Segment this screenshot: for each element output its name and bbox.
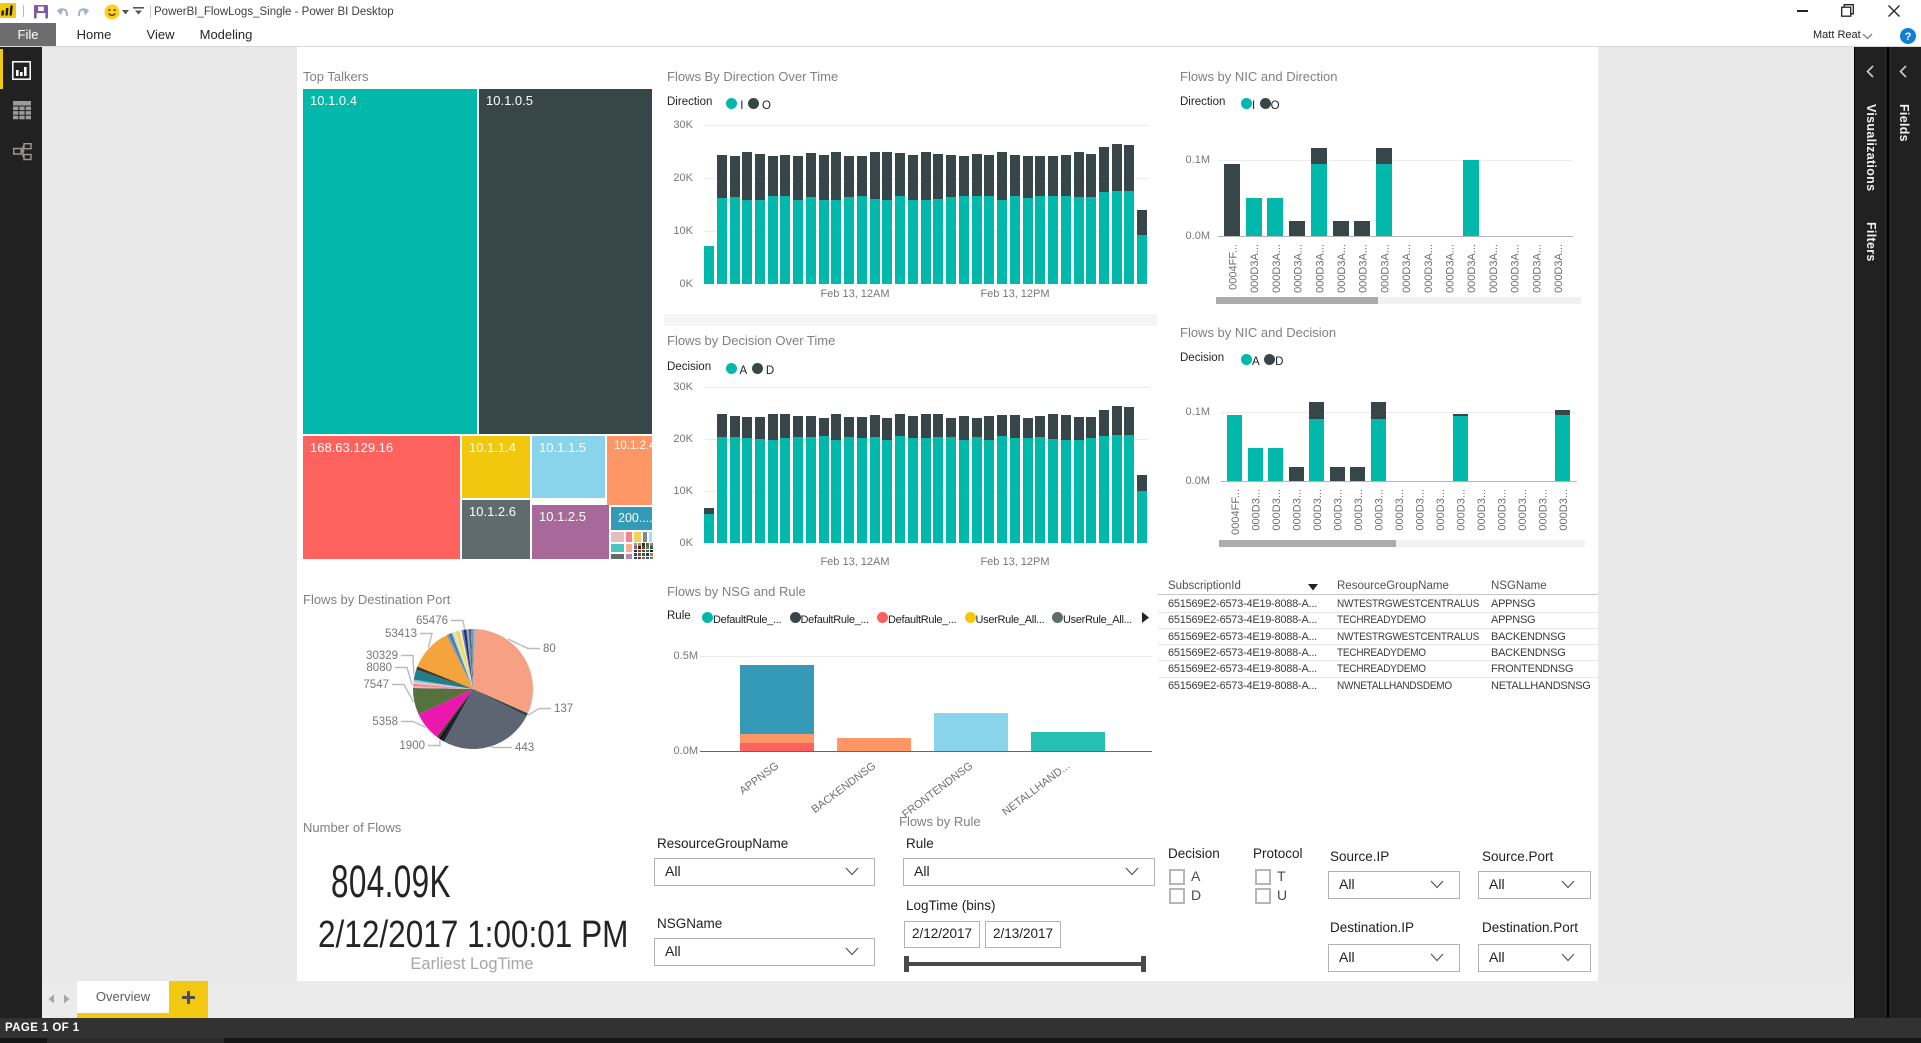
svg-text:000D3A...: 000D3A...	[1249, 244, 1261, 293]
svg-text:000D3A...: 000D3A...	[1314, 244, 1326, 293]
svg-text:000D3...: 000D3...	[1456, 489, 1468, 531]
svg-text:000D3...: 000D3...	[1312, 489, 1324, 531]
svg-text:000D3...: 000D3...	[1394, 489, 1406, 531]
svg-text:000D3...: 000D3...	[1374, 489, 1386, 531]
svg-text:000D3A...: 000D3A...	[1358, 244, 1370, 293]
svg-text:000D3A...: 000D3A...	[1510, 244, 1522, 293]
svg-text:000D3...: 000D3...	[1476, 489, 1488, 531]
svg-text:000D3...: 000D3...	[1292, 489, 1304, 531]
svg-text:000D3A...: 000D3A...	[1293, 244, 1305, 293]
svg-text:000D3...: 000D3...	[1538, 489, 1550, 531]
svg-text:000D3...: 000D3...	[1353, 489, 1365, 531]
svg-text:000D3...: 000D3...	[1251, 489, 1263, 531]
svg-text:000D3...: 000D3...	[1497, 489, 1509, 531]
svg-text:000D3A...: 000D3A...	[1423, 244, 1435, 293]
svg-text:000D3A...: 000D3A...	[1271, 244, 1283, 293]
svg-text:000D3A...: 000D3A...	[1466, 244, 1478, 293]
svg-text:0004FF...: 0004FF...	[1228, 244, 1240, 290]
svg-text:0004FF...: 0004FF...	[1230, 489, 1242, 535]
svg-text:000D3A...: 000D3A...	[1531, 244, 1543, 293]
svg-text:?: ?	[1905, 31, 1912, 43]
svg-text:000D3...: 000D3...	[1435, 489, 1447, 531]
svg-text:000D3...: 000D3...	[1558, 489, 1570, 531]
svg-text:000D3A...: 000D3A...	[1379, 244, 1391, 293]
svg-text:000D3...: 000D3...	[1517, 489, 1529, 531]
svg-text:000D3A...: 000D3A...	[1553, 244, 1565, 293]
svg-text:000D3A...: 000D3A...	[1445, 244, 1457, 293]
svg-text:000D3A...: 000D3A...	[1401, 244, 1413, 293]
svg-text:000D3A...: 000D3A...	[1336, 244, 1348, 293]
svg-text:000D3...: 000D3...	[1271, 489, 1283, 531]
svg-text:000D3A...: 000D3A...	[1488, 244, 1500, 293]
svg-text:000D3...: 000D3...	[1333, 489, 1345, 531]
svg-text:000D3...: 000D3...	[1415, 489, 1427, 531]
